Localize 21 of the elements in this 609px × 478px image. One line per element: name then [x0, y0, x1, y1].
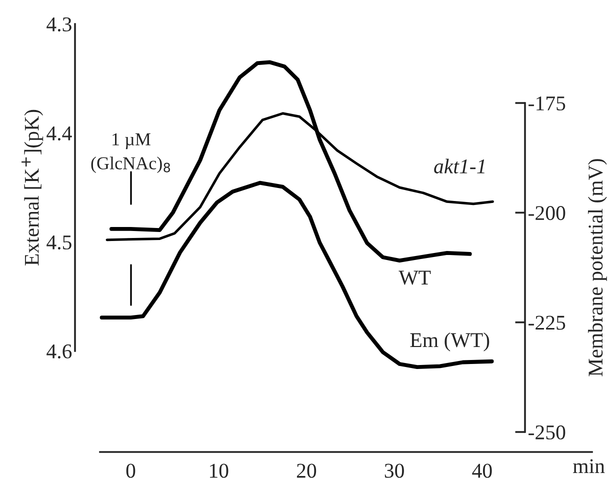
x-tick-label: 10 [210, 464, 228, 478]
series-label: Em (WT) [410, 332, 490, 352]
x-axis-title: min [573, 459, 605, 474]
x-tick-label: 0 [126, 464, 136, 478]
x-tick-label: 20 [296, 464, 316, 478]
y-tick-label: 4.6 [46, 344, 72, 359]
y-tick-label: 4.4 [46, 126, 72, 141]
y2-tick-label: -250 [528, 425, 566, 440]
series-label: WT [398, 270, 431, 285]
y-tick-label: 4.5 [46, 236, 72, 250]
annotation: 1 µM (GlcNAc)$_{8}$ [91, 133, 170, 174]
series-label: akt1-1 [434, 158, 484, 174]
y-axis-title: External [K$^{+}$](pK) [22, 110, 44, 266]
line-series [100, 180, 494, 370]
y2-axis-title: Membrane potential (mV) [588, 159, 607, 376]
x-tick-label: 40 [472, 464, 492, 478]
x-tick-label: 30 [384, 464, 404, 478]
y-tick-label: 4.3 [46, 17, 72, 32]
y2-tick-label: -225 [528, 316, 566, 330]
y2-tick-label: -175 [528, 96, 566, 110]
y2-tick-label: -200 [528, 206, 566, 220]
